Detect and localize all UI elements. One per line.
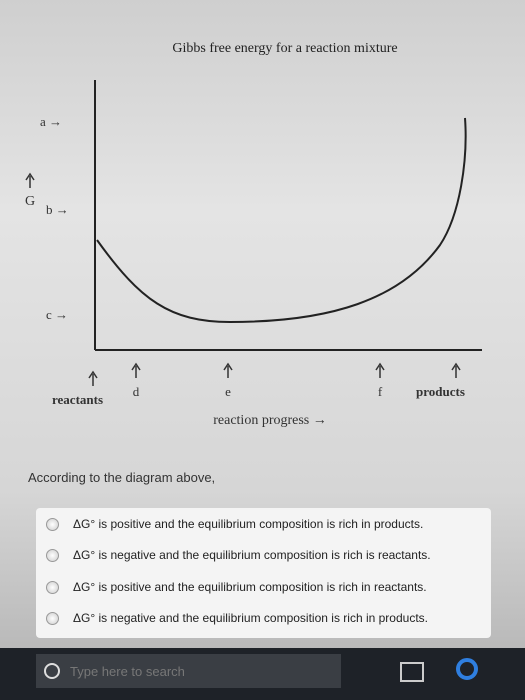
search-placeholder: Type here to search bbox=[70, 663, 185, 679]
option-text: ΔG° is negative and the equilibrium comp… bbox=[73, 548, 431, 562]
level-label: a → bbox=[40, 114, 62, 129]
option-text: ΔG° is negative and the equilibrium comp… bbox=[73, 611, 428, 625]
diagram-title: Gibbs free energy for a reaction mixture bbox=[172, 41, 397, 56]
arrow bbox=[25, 172, 35, 181]
g-label: G bbox=[25, 172, 35, 209]
option[interactable]: ΔG° is positive and the equilibrium comp… bbox=[46, 580, 427, 594]
taskbar: Type here to search bbox=[0, 648, 525, 700]
energy-curve bbox=[96, 117, 467, 324]
search-box[interactable]: Type here to search bbox=[36, 654, 341, 688]
task-view[interactable] bbox=[400, 662, 424, 682]
option-text: ΔG° is positive and the equilibrium comp… bbox=[73, 580, 427, 594]
y-axis-label: G bbox=[25, 194, 35, 209]
level-label: b → bbox=[46, 202, 69, 217]
point-label: e bbox=[225, 384, 231, 399]
start-label: reactants bbox=[52, 392, 103, 407]
gibbs-diagram: Gibbs free energy for a reaction mixture… bbox=[25, 41, 482, 428]
level-label: c → bbox=[46, 307, 68, 322]
x-axis-label: reaction progress → bbox=[213, 413, 327, 428]
up-arrows bbox=[88, 362, 461, 386]
option[interactable]: ΔG° is negative and the equilibrium comp… bbox=[46, 548, 431, 562]
option[interactable]: ΔG° is positive and the equilibrium comp… bbox=[46, 517, 423, 531]
radio[interactable] bbox=[46, 517, 59, 531]
radio[interactable] bbox=[46, 548, 59, 562]
point-label: d bbox=[133, 384, 140, 399]
end-label: products bbox=[416, 384, 465, 399]
point-label: f bbox=[378, 384, 383, 399]
radio[interactable] bbox=[46, 611, 59, 625]
edge-icon[interactable] bbox=[456, 658, 478, 680]
search-icon bbox=[44, 663, 60, 679]
question-prompt: According to the diagram above, bbox=[28, 470, 216, 485]
options: ΔG° is positive and the equilibrium comp… bbox=[36, 508, 491, 638]
option-text: ΔG° is positive and the equilibrium comp… bbox=[73, 517, 424, 531]
radio[interactable] bbox=[46, 580, 59, 594]
option[interactable]: ΔG° is negative and the equilibrium comp… bbox=[46, 611, 428, 625]
